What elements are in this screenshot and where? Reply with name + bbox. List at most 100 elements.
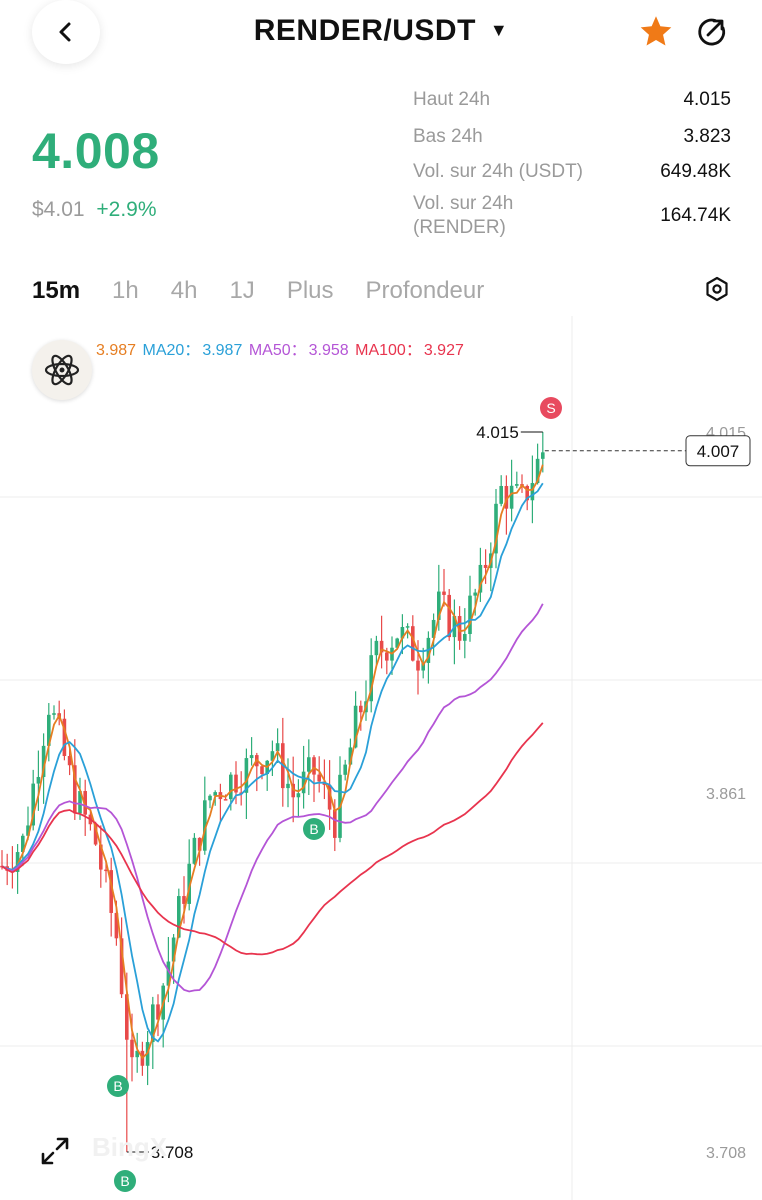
candle-body [353,705,358,748]
tab-plus[interactable]: Plus [286,277,334,304]
pair-selector[interactable]: RENDER/USDT ▼ [0,14,762,48]
caret-down-icon: ▼ [489,20,509,40]
current-price-label: 4.007 [697,442,740,461]
candle-body [52,713,56,715]
stat-value: 164.74K [660,205,731,226]
share-icon[interactable] [694,14,730,50]
candle-body [223,799,228,801]
buy-marker-circle [303,818,325,840]
price-summary: 4.008 $4.01 +2.9% [32,122,160,222]
ma20-label: MA20： [142,342,201,359]
candle-body [36,776,41,784]
tab-1j[interactable]: 1J [229,277,255,304]
stat-high: Haut 24h 4.015 [413,86,731,114]
buy-marker-circle [107,1075,129,1097]
candle-body [114,912,119,939]
candle-body [468,595,472,635]
candle-body [156,1004,160,1020]
star-icon[interactable] [638,14,674,50]
candle-body [301,771,306,794]
buy-marker-label: B [120,1173,129,1189]
candle-body [203,800,207,851]
current-price-box [685,435,751,467]
back-button[interactable] [32,0,100,64]
expand-icon[interactable] [40,1136,70,1166]
candle-body [327,784,332,810]
usd-price: $4.01 [32,198,85,221]
candle-body [457,616,462,641]
candle-body [244,758,249,793]
stat-vol-render: Vol. sur 24h (RENDER) 164.74K [413,191,731,241]
pair-name: RENDER/USDT [253,14,476,47]
candle-body [119,938,124,995]
candle-body [369,655,373,702]
candle-body [478,564,483,593]
candle-body [26,825,30,836]
chevron-left-icon [59,22,71,42]
ma50-label: MA50： [248,342,307,359]
y-axis-label: 3.708 [706,1145,746,1162]
tab-4h[interactable]: 4h [170,277,198,304]
candle-body [431,619,436,638]
candle-body [47,714,51,746]
render-logo [32,340,92,400]
price-change: +2.9% [96,198,157,221]
candle-body [104,869,108,872]
candle-body [78,791,82,814]
stat-value: 649.48K [660,161,731,182]
candle-body [447,594,451,638]
y-axis-label: 3.861 [706,786,746,803]
atom-logo-icon [44,354,80,386]
candle-body [166,961,171,986]
ma-line-ma100 [1,722,544,956]
settings-icon[interactable] [704,276,730,302]
candle-body [359,705,363,713]
sub-price: $4.01 +2.9% [32,198,160,222]
candle-body [504,485,509,509]
candle-body [182,896,186,904]
candle-body [93,824,98,845]
candle-body [307,757,311,772]
candle-body [31,783,35,826]
candle-body [416,660,420,671]
candle-body [463,634,467,641]
candle-body [317,774,321,782]
tab-depth[interactable]: Profondeur [365,277,485,304]
candle-body [473,592,477,596]
stat-vol-usdt: Vol. sur 24h (USDT) 649.48K [413,158,731,186]
interval-tabs: 15m 1h 4h 1J Plus Profondeur [32,274,516,308]
ma-line-ma50 [1,603,544,993]
stat-label: Vol. sur 24h (USDT) [413,161,583,182]
candle-body [442,591,446,595]
candle-body [515,484,519,486]
candle-body [530,483,535,501]
candle-body [135,1050,139,1058]
candle-body [99,844,103,870]
tab-15m[interactable]: 15m [32,277,81,304]
tab-1h[interactable]: 1h [112,277,139,304]
candle-body [400,627,405,639]
ma-legend: 3.987 MA20： 3.987 MA50： 3.958 MA100： 3.927 [96,336,466,360]
candle-body [421,662,425,671]
stat-label: Vol. sur 24h (RENDER) [413,193,514,238]
candle-body [41,745,46,777]
candle-body [249,755,254,759]
candle-body [67,756,72,766]
stat-value: 4.015 [683,89,731,110]
candle-body [15,852,20,872]
candle-body [385,652,389,661]
candle-body [437,591,441,620]
ma50-value: 3.958 [308,342,349,359]
price-chart[interactable]: 4.015 3.861 3.708 4.015 3.708 4.007 B B B S [0,316,762,1200]
candle-body [395,638,399,648]
candle-body [109,870,113,913]
candle-body [208,795,212,801]
sell-marker-circle [540,397,562,419]
ma100-label: MA100： [355,342,422,359]
candle-body [541,452,545,459]
buy-marker-label: B [309,821,318,837]
ma20-value: 3.987 [202,342,243,359]
candle-body [312,757,316,775]
candle-body [187,863,191,904]
